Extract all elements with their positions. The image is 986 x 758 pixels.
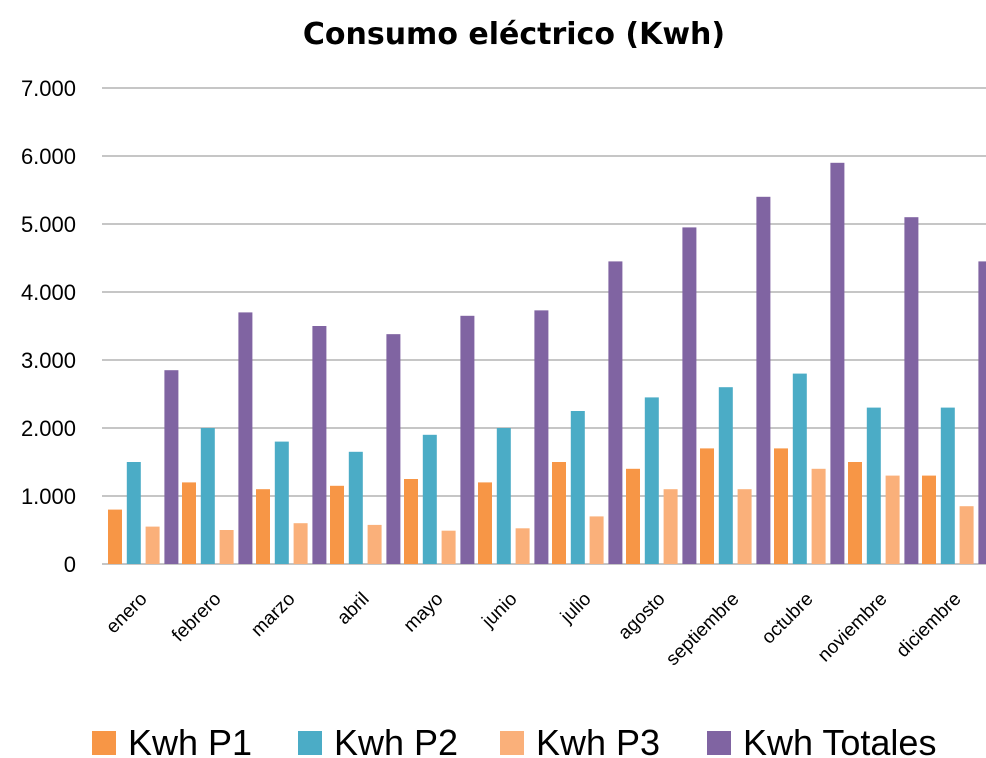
bar-kwh-totales-diciembre (978, 261, 986, 564)
y-tick-label: 3.000 (21, 348, 76, 373)
x-tick-label: junio (478, 589, 522, 633)
bar-kwh-p2-septiembre (718, 387, 733, 564)
bar-kwh-p2-agosto (644, 397, 659, 564)
bar-kwh-p1-junio (478, 482, 492, 564)
bar-kwh-p2-junio (496, 428, 511, 564)
bar-kwh-p1-abril (330, 485, 344, 564)
bar-kwh-p1-agosto (626, 468, 640, 564)
bar-kwh-p3-agosto (663, 489, 678, 564)
bar-kwh-p1-noviembre (848, 462, 862, 564)
bar-kwh-totales-febrero (238, 312, 253, 564)
bar-kwh-p1-enero (108, 509, 122, 564)
y-tick-label: 2.000 (21, 416, 76, 441)
x-tick-label: agosto (614, 589, 669, 644)
y-tick-label: 5.000 (21, 212, 76, 237)
y-tick-label: 0 (64, 552, 76, 577)
bar-kwh-p1-septiembre (700, 448, 714, 564)
bar-kwh-totales-septiembre (756, 196, 771, 565)
y-tick-label: 1.000 (21, 484, 76, 509)
bar-kwh-p3-marzo (293, 523, 308, 564)
x-tick-label: octubre (758, 589, 818, 649)
x-tick-label: mayo (400, 589, 448, 637)
legend-swatch (500, 731, 524, 755)
bar-kwh-p3-diciembre (959, 506, 974, 564)
bar-kwh-p3-junio (515, 528, 530, 564)
bar-kwh-p3-septiembre (737, 489, 752, 564)
legend-label: Kwh Totales (743, 722, 936, 758)
legend-label: Kwh P1 (128, 722, 252, 758)
bar-kwh-totales-noviembre (904, 217, 919, 564)
bar-kwh-p3-febrero (219, 530, 234, 564)
bar-kwh-p2-octubre (792, 373, 807, 564)
bar-kwh-p3-mayo (441, 530, 456, 564)
y-tick-label: 7.000 (21, 76, 76, 101)
bar-kwh-p2-noviembre (866, 407, 881, 564)
bar-kwh-p3-abril (367, 524, 382, 564)
legend-swatch (92, 731, 116, 755)
bar-kwh-p1-diciembre (922, 475, 936, 564)
bar-kwh-p1-octubre (774, 448, 788, 564)
bar-kwh-p3-octubre (811, 468, 826, 564)
y-tick-label: 6.000 (21, 144, 76, 169)
legend-label: Kwh P2 (334, 722, 458, 758)
bars (108, 162, 986, 565)
y-axis-ticks: 0 1.000 2.000 3.000 4.000 5.000 6.000 7.000 (21, 76, 76, 577)
bar-kwh-p2-julio (570, 411, 585, 564)
legend-swatch (298, 731, 322, 755)
legend-label: Kwh P3 (536, 722, 660, 758)
bar-kwh-totales-marzo (312, 326, 327, 564)
bar-kwh-totales-abril (386, 334, 401, 564)
y-tick-label: 4.000 (21, 280, 76, 305)
bar-kwh-p3-enero (145, 526, 160, 564)
x-tick-label: febrero (168, 589, 225, 646)
bar-kwh-p2-diciembre (940, 407, 955, 564)
x-tick-label: julio (556, 589, 595, 628)
bar-kwh-totales-octubre (830, 162, 845, 565)
x-axis-ticks: enero febrero marzo abril mayo junio julio agos… (102, 589, 965, 670)
bar-kwh-p2-febrero (200, 428, 215, 564)
bar-kwh-totales-julio (608, 261, 623, 564)
bar-kwh-p3-noviembre (885, 475, 900, 564)
x-tick-label: septiembre (662, 589, 743, 670)
bar-kwh-p1-julio (552, 462, 566, 564)
x-tick-label: abril (333, 589, 373, 629)
x-tick-label: enero (102, 589, 151, 638)
chart-title: Consumo eléctrico (Kwh) (303, 17, 725, 52)
bar-kwh-p2-mayo (422, 434, 437, 564)
x-tick-label: marzo (247, 589, 299, 641)
x-tick-label: diciembre (892, 589, 965, 662)
x-tick-label: noviembre (814, 589, 892, 667)
bar-kwh-p3-julio (589, 516, 604, 564)
bar-kwh-totales-mayo (460, 315, 475, 564)
bar-kwh-p2-abril (348, 451, 363, 564)
bar-kwh-p1-marzo (256, 489, 270, 564)
bar-kwh-totales-enero (164, 370, 179, 564)
bar-kwh-p1-mayo (404, 479, 418, 564)
bar-kwh-totales-agosto (682, 227, 697, 564)
bar-kwh-p2-marzo (274, 441, 289, 564)
bar-kwh-p2-enero (126, 462, 141, 564)
legend: Kwh P1 Kwh P2 Kwh P3 Kwh Totales (92, 722, 936, 758)
legend-swatch (707, 731, 731, 755)
bar-kwh-totales-junio (534, 310, 549, 564)
bar-kwh-p1-febrero (182, 482, 196, 564)
